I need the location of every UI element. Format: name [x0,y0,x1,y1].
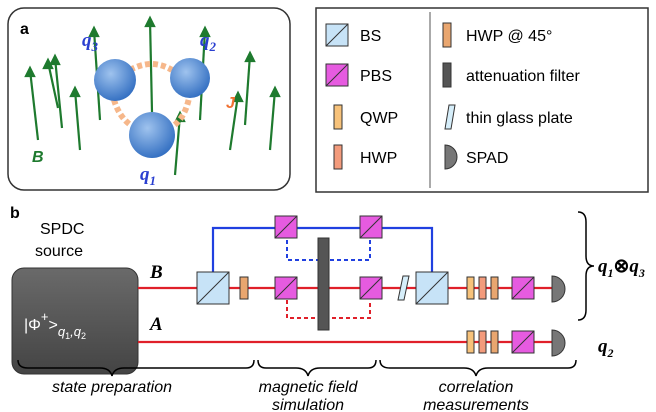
output-label: q2 [598,336,614,360]
panel-label: b [10,205,20,222]
qubit-sphere [170,58,210,98]
stage-label: state preparation [52,379,172,396]
source-label: SPDC [40,221,84,238]
coupling-label: J [226,95,236,112]
legend-label: HWP @ 45° [466,28,552,45]
qubit-sphere [94,59,136,101]
stage-label: correlation [439,379,514,396]
field-label: B [32,149,44,166]
legend-label: BS [360,28,381,45]
output-label: q1⊗q3 [598,256,645,280]
legend-label: PBS [360,68,392,85]
legend-label: attenuation filter [466,68,581,85]
figure: a q3 q2 q1 J B BSPBSQWPHWPHWP @ 45°atten… [0,0,656,412]
source-label: source [35,243,83,260]
legend-label: HWP [360,150,397,167]
optics [197,216,565,356]
legend-label: thin glass plate [466,110,573,127]
stage-label: measurements [423,397,529,412]
stage-label: simulation [272,397,344,412]
panel-label: a [20,21,29,38]
qubit-sphere [129,112,175,158]
beam-label: B [149,262,163,283]
legend-label: SPAD [466,150,508,167]
beam-label: A [149,314,163,335]
stage-label: magnetic field [259,379,359,396]
legend-label: QWP [360,110,398,127]
